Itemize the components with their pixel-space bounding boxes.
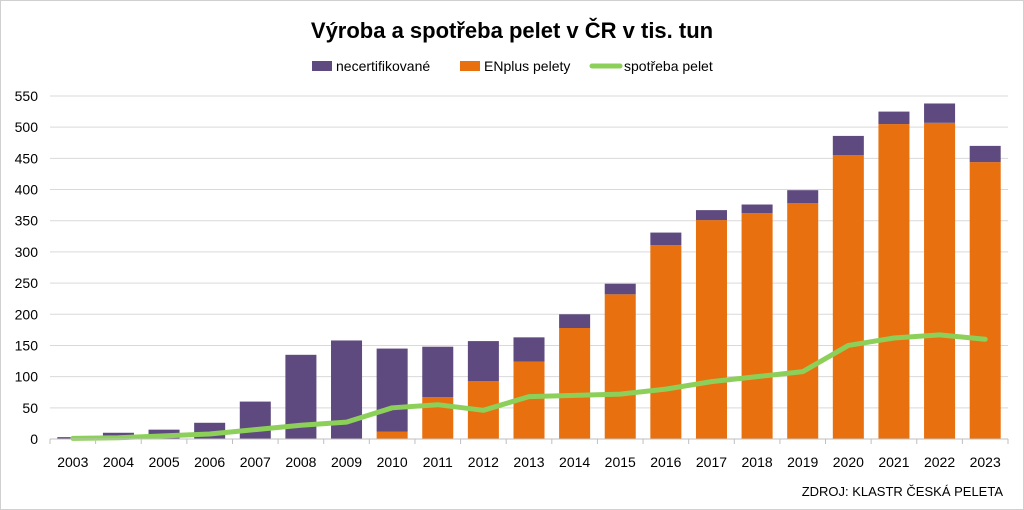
legend-label: necertifikované [336,58,430,74]
x-tick-label: 2006 [194,454,225,470]
x-tick-label: 2020 [833,454,864,470]
bar-necertifikovane [422,346,454,398]
bar-necertifikovane [239,401,271,439]
bar-necertifikovane [513,337,545,362]
x-tick-label: 2005 [148,454,179,470]
bar-enplus [741,213,773,439]
bar-enplus [376,431,408,439]
y-tick-label: 100 [15,369,39,385]
bar-enplus [650,245,682,439]
x-tick-label: 2014 [559,454,590,470]
x-tick-label: 2018 [742,454,773,470]
x-tick-label: 2010 [377,454,408,470]
bar-enplus [695,220,727,439]
x-tick-label: 2016 [650,454,681,470]
line-spotreba-pelet [70,332,988,441]
y-tick-label: 200 [15,306,39,322]
x-tick-label: 2008 [285,454,316,470]
x-tick-label: 2017 [696,454,727,470]
legend: necertifikované ENplus pelety spotřeba pel… [312,58,713,74]
bar-necertifikovane [924,103,956,123]
line-series [70,332,988,441]
legend-swatch [312,61,332,71]
bar-enplus [878,124,910,440]
y-tick-label: 500 [15,119,39,135]
x-tick-label: 2012 [468,454,499,470]
source-note: ZDROJ: KLASTR ČESKÁ PELETA [802,484,1004,499]
x-tick-label: 2009 [331,454,362,470]
bar-necertifikovane [559,314,591,328]
axes: 0 50 100 150 200 250 300 350 400 450 500 550 2003 200… [15,88,1009,470]
x-tick-label: 2003 [57,454,88,470]
chart-title: Výroba a spotřeba pelet v ČR v tis. tun [311,18,713,43]
y-tick-label: 50 [22,400,38,416]
bar-necertifikovane [604,283,636,295]
x-tick-label: 2023 [970,454,1001,470]
legend-label: ENplus pelety [484,58,570,74]
y-tick-label: 300 [15,244,39,260]
bar-necertifikovane [376,348,408,432]
bar-necertifikovane [787,190,819,204]
bar-necertifikovane [741,204,773,214]
x-tick-label: 2015 [605,454,636,470]
y-tick-label: 400 [15,182,39,198]
y-tick-label: 250 [15,275,39,291]
y-tick-label: 550 [15,88,39,104]
bar-necertifikovane [650,232,682,246]
x-tick-label: 2004 [103,454,134,470]
y-tick-label: 0 [30,431,38,447]
bar-enplus [969,162,1001,439]
bar-enplus [604,294,636,439]
x-tick-label: 2019 [787,454,818,470]
legend-swatch [460,61,480,71]
y-tick-label: 350 [15,213,39,229]
bar-necertifikovane [832,135,864,156]
bar-enplus [924,122,956,440]
legend-label: spotřeba pelet [624,58,713,74]
bar-enplus [832,155,864,439]
y-tick-label: 150 [15,337,39,353]
bar-necertifikovane [467,341,499,382]
y-tick-label: 450 [15,150,39,166]
bar-necertifikovane [969,145,1001,163]
x-tick-label: 2011 [423,454,453,470]
bar-enplus [787,203,819,439]
bar-necertifikovane [878,111,910,125]
x-tick-label: 2021 [878,454,909,470]
x-tick-label: 2013 [513,454,544,470]
x-tick-label: 2007 [240,454,271,470]
bar-necertifikovane [695,210,727,221]
x-tick-label: 2022 [924,454,955,470]
bar-enplus [559,327,591,439]
